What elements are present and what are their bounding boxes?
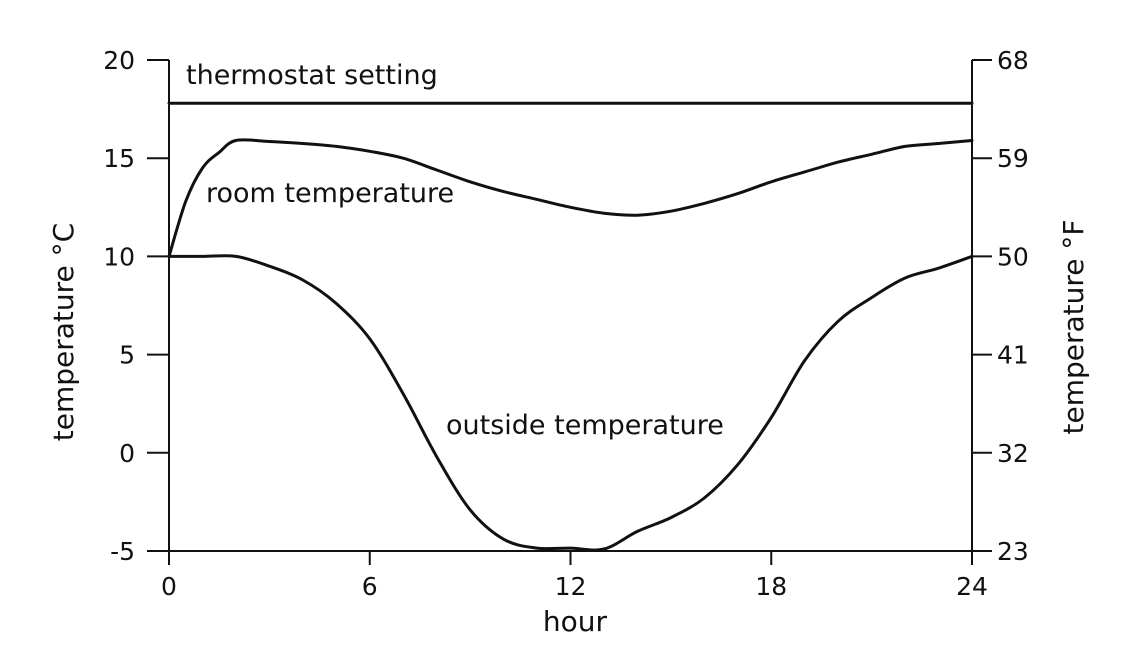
x-tick-label: 12	[555, 572, 587, 601]
outside-temperature-line	[167, 254, 974, 552]
room-temperature-label: room temperature	[206, 178, 454, 209]
right-y-tick-label: 59	[997, 144, 1029, 173]
left-y-tick-label: 5	[119, 341, 135, 370]
axes	[168, 60, 973, 552]
x-axis-title: hour	[543, 605, 608, 638]
x-tick-label: 18	[755, 572, 787, 601]
left-y-tick-label: -5	[110, 537, 135, 566]
left-y-tick-label: 20	[103, 46, 135, 75]
right-y-tick-label: 23	[997, 537, 1029, 566]
left-y-tick-label: 0	[119, 439, 135, 468]
left-y-tick-label: 10	[103, 242, 135, 271]
right-y-axis-title: temperature °F	[1057, 219, 1090, 434]
right-y-tick-label: 32	[997, 439, 1029, 468]
x-tick-label: 0	[161, 572, 177, 601]
room-temperature-line	[167, 138, 974, 258]
right-y-tick-label: 41	[997, 341, 1029, 370]
labels: hour temperature °C temperature °F therm…	[47, 60, 1090, 638]
x-tick-label: 6	[362, 572, 378, 601]
right-y-tick-label: 50	[997, 242, 1029, 271]
right-y-tick-label: 68	[997, 46, 1029, 75]
x-tick-label: 24	[956, 572, 988, 601]
thermostat-setting-label: thermostat setting	[186, 60, 438, 91]
left-y-tick-label: 15	[103, 144, 135, 173]
outside-temperature-label: outside temperature	[446, 410, 724, 441]
series-group	[167, 101, 974, 552]
left-y-axis-title: temperature °C	[47, 223, 80, 441]
